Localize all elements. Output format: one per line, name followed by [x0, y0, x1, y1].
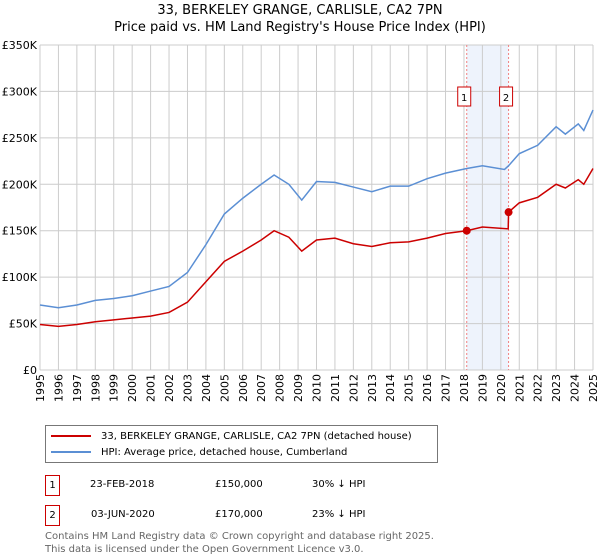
y-tick-label: £50K — [9, 318, 38, 331]
y-tick-label: £200K — [2, 178, 38, 191]
footer-line: Contains HM Land Registry data © Crown c… — [45, 531, 434, 542]
annotation-label: 1 — [461, 93, 467, 104]
sale-row: 2 03-JUN-2020 £170,000 23% ↓ HPI — [45, 505, 445, 527]
plot-area: £0 £50K £100K £150K £200K £250K £300K £350K 1995… — [2, 39, 600, 402]
sale-point — [504, 208, 513, 217]
x-tick-label: 2006 — [237, 374, 250, 402]
x-tick-label: 2008 — [274, 374, 287, 402]
x-tick-label: 2023 — [550, 374, 563, 402]
legend-label: HPI: Average price, detached house, Cumb… — [101, 446, 348, 458]
y-tick-label: £300K — [2, 85, 38, 98]
x-tick-label: 2022 — [532, 374, 545, 402]
sale-row: 1 23-FEB-2018 £150,000 30% ↓ HPI — [45, 475, 445, 497]
legend: 33, BERKELEY GRANGE, CARLISLE, CA2 7PN (… — [45, 425, 438, 463]
annotation-box — [499, 86, 514, 107]
sale-marker: 2 — [45, 505, 60, 526]
x-tick-label: 2019 — [476, 374, 489, 402]
x-tick-label: 1997 — [71, 374, 84, 402]
x-tick-label: 2005 — [218, 374, 231, 402]
y-tick-label: £350K — [2, 39, 38, 52]
x-tick-label: 2018 — [458, 374, 471, 402]
x-tick-label: 2024 — [569, 374, 582, 402]
x-tick-label: 2009 — [292, 374, 305, 402]
x-tick-label: 2010 — [311, 374, 324, 402]
x-tick-label: 1999 — [108, 374, 121, 402]
x-tick-label: 1998 — [89, 374, 102, 402]
x-tick-label: 2014 — [384, 374, 397, 402]
y-tick-label: £100K — [2, 271, 38, 284]
y-tick-label: £150K — [2, 225, 38, 238]
sale-date: 23-FEB-2018 — [90, 479, 155, 490]
annotation-box — [457, 86, 472, 107]
x-tick-label: 2016 — [421, 374, 434, 402]
x-tick-label: 2011 — [329, 374, 342, 402]
sale-hpi: 30% ↓ HPI — [312, 479, 366, 490]
sale-hpi: 23% ↓ HPI — [312, 509, 366, 520]
legend-label: 33, BERKELEY GRANGE, CARLISLE, CA2 7PN (… — [101, 430, 412, 442]
annotation-label: 2 — [503, 93, 509, 104]
legend-item-hpi: HPI: Average price, detached house, Cumb… — [46, 444, 347, 460]
x-tick-label: 2004 — [200, 374, 213, 402]
x-tick-label: 2025 — [587, 374, 600, 402]
sale-marker: 1 — [45, 475, 60, 496]
y-tick-label: £0 — [23, 364, 37, 377]
x-tick-label: 1996 — [52, 374, 65, 402]
legend-swatch-red — [51, 435, 91, 437]
legend-swatch-blue — [51, 451, 91, 453]
sale-price: £150,000 — [215, 479, 263, 490]
x-tick-label: 2013 — [366, 374, 379, 402]
sale-point — [462, 226, 471, 235]
x-tick-label: 2001 — [145, 374, 158, 402]
legend-item-property: 33, BERKELEY GRANGE, CARLISLE, CA2 7PN (… — [46, 428, 412, 444]
footer-line: This data is licensed under the Open Gov… — [45, 544, 364, 555]
x-tick-label: 2012 — [347, 374, 360, 402]
x-tick-label: 2015 — [403, 374, 416, 402]
x-tick-label: 2020 — [495, 374, 508, 402]
footer: Contains HM Land Registry data © Crown c… — [45, 530, 434, 556]
series-line-hpi — [39, 109, 594, 309]
chart-subtitle: Price paid vs. HM Land Registry's House … — [114, 20, 486, 35]
x-tick-label: 2017 — [440, 374, 453, 402]
x-tick-label: 2000 — [126, 374, 139, 402]
series-line-property — [39, 168, 594, 328]
x-tick-label: 2007 — [255, 374, 268, 402]
sale-date: 03-JUN-2020 — [91, 509, 155, 520]
x-tick-label: 2002 — [163, 374, 176, 402]
x-tick-label: 2021 — [513, 374, 526, 402]
chart-title: 33, BERKELEY GRANGE, CARLISLE, CA2 7PN — [157, 3, 443, 18]
x-tick-label: 1995 — [34, 374, 47, 402]
sale-price: £170,000 — [215, 509, 263, 520]
y-tick-label: £250K — [2, 132, 38, 145]
x-tick-label: 2003 — [181, 374, 194, 402]
